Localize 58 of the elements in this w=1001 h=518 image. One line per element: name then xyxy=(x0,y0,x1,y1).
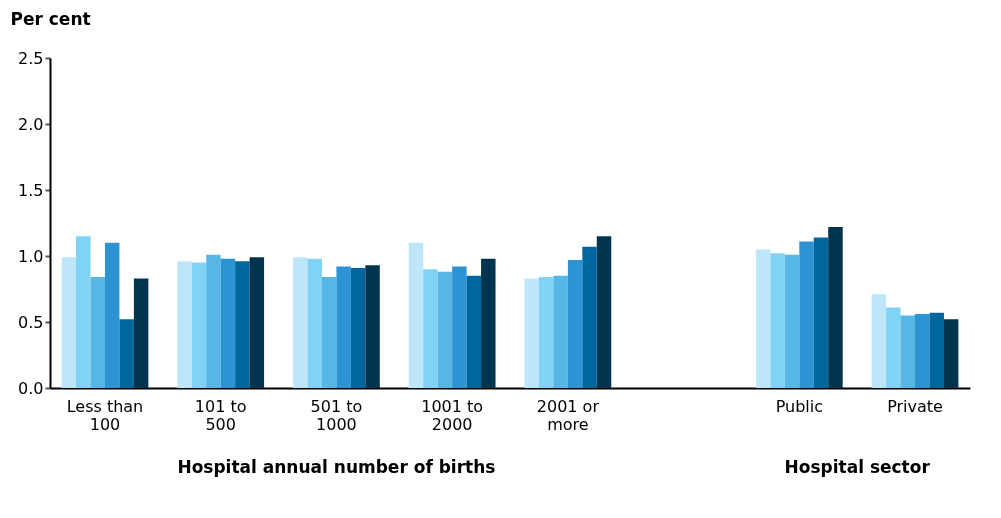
text: Hospital sector xyxy=(784,457,930,477)
bar xyxy=(886,307,901,388)
bar xyxy=(900,315,916,388)
bar xyxy=(365,265,380,388)
y-tick-label: 0.5 xyxy=(18,312,44,332)
y-tick-label: 2.5 xyxy=(18,48,44,68)
bar xyxy=(220,258,236,388)
x-tick-label: Public xyxy=(775,396,823,416)
bar xyxy=(408,242,424,388)
bar xyxy=(943,319,959,388)
bar xyxy=(191,262,207,388)
x-tick-label: Private xyxy=(887,396,943,416)
x-tick-label: 101 to 500 xyxy=(194,396,247,434)
bar xyxy=(90,277,105,388)
bar xyxy=(770,253,785,388)
bar xyxy=(249,257,265,388)
bar xyxy=(423,269,438,388)
y-axis-title: Per cent xyxy=(10,8,91,29)
bar xyxy=(784,254,800,388)
bar xyxy=(538,277,554,388)
bar xyxy=(828,226,843,388)
x-tick-label: 501 to 1000 xyxy=(310,396,363,434)
bar xyxy=(61,257,77,388)
y-tick-label: 1.0 xyxy=(18,246,44,266)
y-tick-label: 1.5 xyxy=(18,180,44,200)
bar xyxy=(596,236,612,388)
bar xyxy=(452,266,467,388)
bar xyxy=(350,267,366,388)
bar xyxy=(177,261,192,388)
bar xyxy=(235,261,250,388)
bar xyxy=(133,278,149,388)
bar xyxy=(336,266,351,388)
bar xyxy=(119,319,134,388)
bar xyxy=(799,241,814,388)
bar xyxy=(524,278,539,388)
bar xyxy=(553,275,568,388)
bar xyxy=(321,277,337,388)
bar xyxy=(481,258,496,388)
bar xyxy=(567,259,583,388)
bar xyxy=(437,271,453,388)
bar xyxy=(76,236,91,388)
bar xyxy=(755,249,771,388)
x-tick-label: Less than 100 xyxy=(66,396,144,434)
x-tick-label: 1001 to 2000 xyxy=(421,396,484,434)
bar xyxy=(307,258,322,388)
y-tick-label: 2.0 xyxy=(18,114,44,134)
bar xyxy=(582,246,597,388)
x-tick-label: 2001 or more xyxy=(536,396,600,434)
text: Hospital annual number of births xyxy=(177,457,496,477)
bar xyxy=(915,314,930,388)
bar xyxy=(813,237,829,388)
bar xyxy=(104,242,120,388)
bar xyxy=(293,257,308,388)
bar xyxy=(871,294,887,388)
bar xyxy=(929,312,944,388)
y-tick-label: 0.0 xyxy=(18,378,44,398)
bar xyxy=(206,254,221,388)
bar xyxy=(466,275,482,388)
